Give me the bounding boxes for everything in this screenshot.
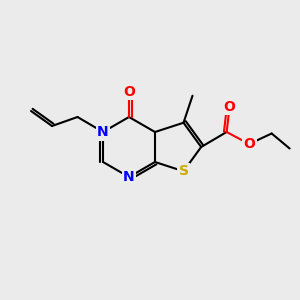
Text: N: N <box>123 170 135 184</box>
Text: O: O <box>243 137 255 151</box>
Text: O: O <box>224 100 236 113</box>
Text: N: N <box>97 125 109 139</box>
Text: S: S <box>178 164 188 178</box>
Text: O: O <box>123 85 135 98</box>
